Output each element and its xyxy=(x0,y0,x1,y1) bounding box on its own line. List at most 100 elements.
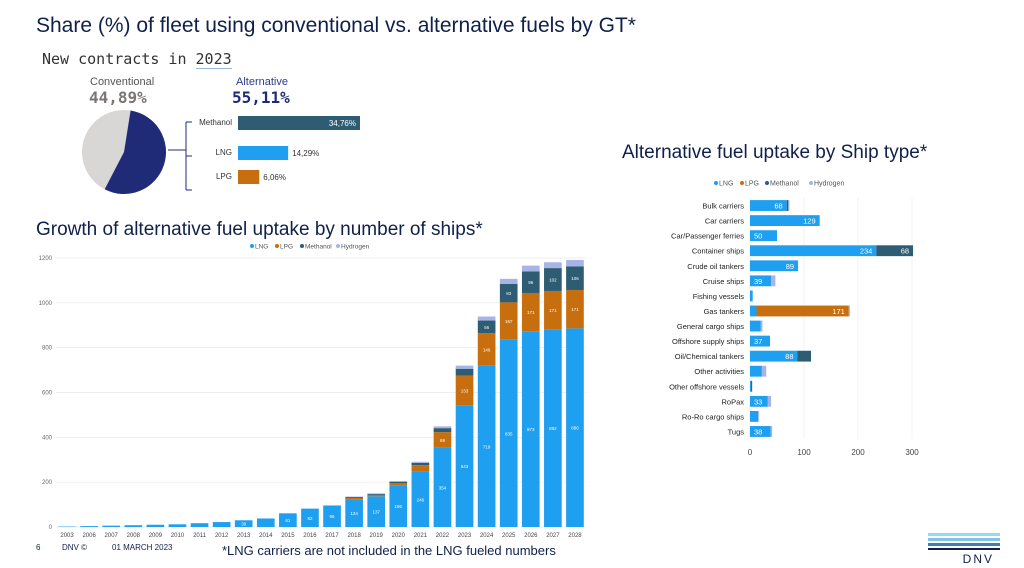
ship-bar-methanol-container-ships xyxy=(876,245,914,257)
ship-bar-lpg-gas-tankers xyxy=(756,305,849,317)
growth-bar-label-methanol-2027: 102 xyxy=(549,278,557,283)
growth-xtick-2013: 2013 xyxy=(237,533,251,539)
growth-bar-lng-2028 xyxy=(566,328,584,527)
share-bar-lng xyxy=(238,146,289,160)
growth-bar-lpg-2020 xyxy=(389,483,408,486)
growth-bar-label-lng-2024: 719 xyxy=(483,444,491,449)
ship-legend-methanol: Methanol xyxy=(770,181,799,188)
conventional-value: 44,89% xyxy=(89,88,147,107)
ship-category-container-ships: Container ships xyxy=(692,247,744,256)
ship-bar-lng-cruise-ships xyxy=(750,275,772,287)
ship-legend-hydrogen: Hydrogen xyxy=(814,181,844,188)
ship-bar-label-lng-offshore-supply-ships: 37 xyxy=(754,337,762,346)
growth-xtick-2009: 2009 xyxy=(149,533,163,539)
growth-bar-methanol-2018 xyxy=(345,496,363,498)
ship-category-bulk-carriers: Bulk carriers xyxy=(702,202,744,211)
growth-legend-swatch-methanol xyxy=(300,244,304,248)
footnote: *LNG carriers are not included in the LN… xyxy=(222,543,556,558)
growth-bar-label-lpg-2027: 171 xyxy=(549,308,557,313)
growth-ytick: 800 xyxy=(42,346,53,352)
ship-bar-methanol-bulk-carriers xyxy=(786,200,789,211)
growth-legend-methanol: Methanol xyxy=(305,244,332,251)
growth-xtick-2003: 2003 xyxy=(60,533,74,539)
growth-bar-hydrogen-2024 xyxy=(477,316,496,321)
share-chart: Methanol 34,76% LNG 14,29% LPG 6,06% xyxy=(82,110,360,194)
growth-bar-hydrogen-2025 xyxy=(499,278,518,284)
growth-chart: LNG LPG Methanol Hydrogen 0 200 400 600 800 1000 1… xyxy=(39,244,586,539)
share-bar-label-methanol: Methanol xyxy=(199,118,232,127)
growth-bar-lng-2019 xyxy=(367,496,386,527)
growth-bar-label-methanol-2028: 106 xyxy=(571,276,579,281)
share-bar-value-lpg: 6,06% xyxy=(263,173,286,182)
growth-xtick-2021: 2021 xyxy=(414,533,428,539)
conventional-label: Conventional xyxy=(90,76,155,88)
share-bar-value-lng: 14,29% xyxy=(292,149,319,158)
growth-ytick: 200 xyxy=(42,480,53,486)
ship-bar-lng-car-carriers xyxy=(750,215,820,227)
growth-bar-label-lng-2028: 886 xyxy=(571,426,579,431)
growth-xtick-2012: 2012 xyxy=(215,533,229,539)
growth-bar-label-lng-2015: 61 xyxy=(285,518,291,523)
growth-bar-lng-2025 xyxy=(499,339,518,527)
growth-bar-lng-2016 xyxy=(301,508,319,527)
ship-category-other-activities: Other activities xyxy=(694,367,744,376)
ship-bar-lng-ropax xyxy=(750,395,768,407)
growth-bar-lng-2023 xyxy=(455,405,474,527)
pie-slice-alternative xyxy=(104,110,166,194)
ship-bar-hydrogen-tugs xyxy=(770,426,773,437)
growth-xtick-2019: 2019 xyxy=(370,533,384,539)
growth-bar-hydrogen-2023 xyxy=(455,365,474,369)
ship-bar-label-lpg-gas-tankers: 171 xyxy=(832,307,845,316)
ship-bar-label-lng-bulk-carriers: 68 xyxy=(774,202,782,211)
page-number: 6 xyxy=(36,543,41,552)
ship-category-car-passenger-ferries: Car/Passenger ferries xyxy=(671,232,744,241)
growth-bar-lng-2021 xyxy=(411,471,430,527)
ship-xtick: 200 xyxy=(851,448,865,457)
growth-bar-hydrogen-2019 xyxy=(367,493,386,495)
ship-bar-hydrogen-ro-ro-cargo-ships xyxy=(758,410,760,422)
alternative-value: 55,11% xyxy=(232,88,290,107)
growth-ytick: 600 xyxy=(42,391,53,397)
footer-date: 01 MARCH 2023 xyxy=(112,543,173,552)
ship-category-fishing-vessels: Fishing vessels xyxy=(693,292,745,301)
growth-bar-hydrogen-2026 xyxy=(521,265,540,272)
ship-category-gas-tankers: Gas tankers xyxy=(704,307,745,316)
share-bracket xyxy=(168,121,192,191)
growth-bar-methanol-2024 xyxy=(477,320,496,334)
growth-bar-lng-2009 xyxy=(146,524,165,527)
growth-xtick-2026: 2026 xyxy=(524,533,538,539)
dnv-logo-text: DNV xyxy=(963,552,994,565)
growth-bar-label-lng-2022: 354 xyxy=(439,485,447,490)
ship-bar-label-lng-oil-chemical-tankers: 88 xyxy=(785,352,793,361)
ship-bar-lng-general-cargo-ships xyxy=(750,320,761,332)
growth-bar-lng-2008 xyxy=(124,525,143,527)
ship-bar-lng-container-ships xyxy=(750,245,877,257)
growth-bar-lpg-2018 xyxy=(345,497,363,500)
contracts-subtitle: New contracts in 2023 xyxy=(42,50,232,69)
growth-xtick-2023: 2023 xyxy=(458,533,472,539)
share-bar-methanol xyxy=(238,116,360,130)
ship-category-general-cargo-ships: General cargo ships xyxy=(677,322,744,331)
growth-bar-lpg-2022 xyxy=(433,432,452,448)
growth-legend-hydrogen: Hydrogen xyxy=(341,244,370,251)
ship-category-car-carriers: Car carriers xyxy=(705,217,744,226)
ship-bar-lng-oil-chemical-tankers xyxy=(750,350,798,362)
growth-xtick-2011: 2011 xyxy=(193,533,207,539)
dnv-logo: DNV xyxy=(928,533,1000,565)
growth-bar-lpg-2021 xyxy=(411,465,430,472)
growth-xtick-2027: 2027 xyxy=(546,533,560,539)
growth-bar-label-lpg-2026: 171 xyxy=(527,310,535,315)
growth-xtick-2028: 2028 xyxy=(568,533,582,539)
growth-bar-methanol-2019 xyxy=(367,494,386,495)
growth-xtick-2024: 2024 xyxy=(480,533,494,539)
growth-bar-methanol-2023 xyxy=(455,368,474,376)
growth-bar-lng-2020 xyxy=(389,485,408,527)
ship-xtick: 0 xyxy=(748,448,753,457)
ship-bar-hydrogen-ropax xyxy=(767,395,772,407)
growth-bar-label-lpg-2024: 146 xyxy=(483,347,491,352)
ship-bar-lng-tugs xyxy=(750,426,771,437)
ship-category-tugs: Tugs xyxy=(728,427,745,436)
growth-bar-label-lng-2019: 137 xyxy=(372,510,380,515)
ship-bar-lng-bulk-carriers xyxy=(750,200,787,211)
ship-bar-hydrogen-bulk-carriers xyxy=(788,200,790,211)
